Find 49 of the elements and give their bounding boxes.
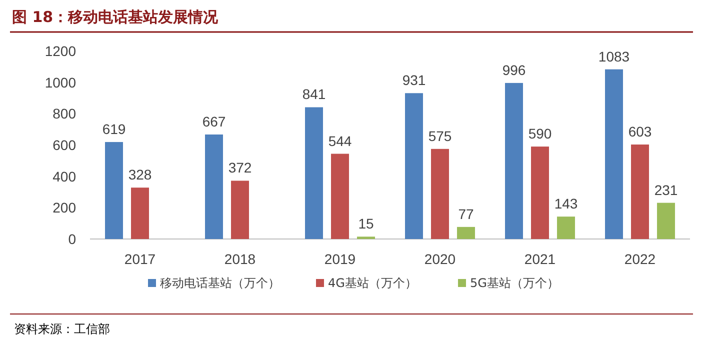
y-tick-label: 200 (52, 200, 76, 216)
data-label: 619 (102, 121, 126, 138)
bar (431, 148, 449, 239)
data-label: 667 (202, 114, 226, 130)
data-label: 15 (358, 216, 374, 232)
y-tick-label: 800 (52, 106, 76, 122)
legend-label: 5G基站（万个） (470, 276, 559, 290)
data-label: 590 (528, 126, 552, 142)
bar (205, 134, 223, 239)
x-tick-label: 2019 (324, 251, 356, 267)
data-label: 544 (328, 132, 352, 149)
bar (657, 202, 675, 239)
legend-label: 4G基站（万个） (328, 276, 417, 290)
data-label: 328 (128, 166, 152, 183)
y-tick-label: 1000 (44, 74, 76, 90)
bar (405, 93, 423, 239)
data-label: 1083 (598, 48, 630, 64)
data-label: 77 (458, 206, 474, 222)
bar (605, 69, 623, 239)
data-label: 231 (654, 182, 678, 198)
bar (131, 188, 149, 239)
data-label: 372 (228, 160, 252, 176)
bar (557, 216, 575, 239)
bar (331, 154, 349, 239)
bar (531, 146, 549, 239)
bar (631, 144, 649, 239)
legend-label: 移动电话基站（万个） (160, 276, 280, 290)
y-tick-label: 600 (52, 137, 76, 153)
x-tick-label: 2022 (624, 251, 656, 267)
y-tick-label: 1200 (44, 43, 76, 59)
bar (505, 82, 523, 239)
x-tick-label: 2017 (124, 251, 156, 267)
y-tick-label: 0 (68, 231, 76, 247)
x-tick-label: 2021 (524, 251, 556, 267)
y-tick-label: 400 (52, 168, 76, 184)
data-label: 931 (402, 72, 426, 88)
data-label: 575 (428, 128, 452, 144)
bar (231, 180, 249, 239)
data-label: 841 (302, 86, 326, 102)
x-tick-label: 2018 (224, 251, 256, 267)
data-label: 143 (554, 196, 578, 212)
x-tick-label: 2020 (424, 251, 456, 267)
chart-title: 图 18：移动电话基站发展情况 (12, 8, 220, 26)
bar (305, 107, 323, 239)
data-label: 603 (628, 124, 652, 140)
data-label: 996 (502, 62, 526, 78)
text: 资料来源：工信部 (14, 322, 110, 336)
bar (105, 142, 123, 239)
bar (457, 226, 475, 239)
